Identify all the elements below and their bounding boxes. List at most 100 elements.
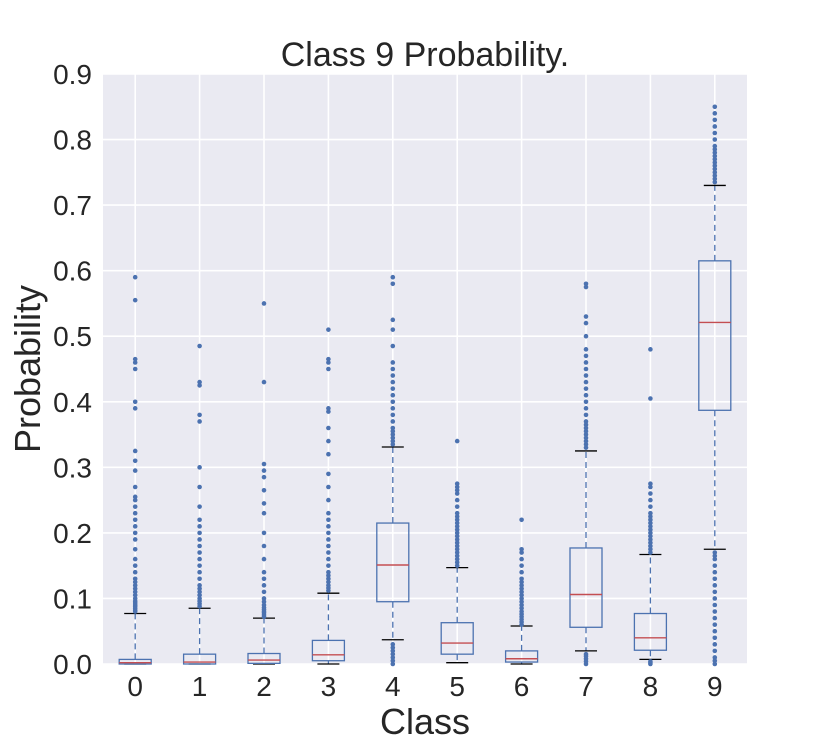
outlier-point <box>583 435 589 441</box>
outlier-point <box>132 546 138 552</box>
outlier-point <box>326 569 331 575</box>
outlier-point <box>648 524 653 529</box>
x-tick-label: 3 <box>321 671 337 702</box>
outlier-point <box>519 589 524 595</box>
outlier-point <box>454 514 460 519</box>
outlier-point <box>519 579 524 585</box>
outlier-point <box>712 179 718 185</box>
outlier-point <box>712 176 718 182</box>
outlier-point <box>390 428 396 434</box>
outlier-point <box>712 156 718 162</box>
outlier-point <box>583 360 589 365</box>
outlier-point <box>712 130 718 136</box>
outlier-point <box>261 379 267 385</box>
y-tick-label: 0.6 <box>53 256 92 287</box>
outlier-point <box>648 530 653 536</box>
outlier-point <box>648 491 653 496</box>
outlier-point <box>648 546 653 552</box>
outlier-point <box>583 320 589 326</box>
outlier-point <box>712 635 718 641</box>
outlier-point <box>648 484 653 490</box>
outlier-point <box>132 596 138 601</box>
outlier-point <box>197 583 202 588</box>
outlier-point <box>712 137 718 142</box>
outlier-point <box>197 484 202 490</box>
outlier-point <box>261 487 267 493</box>
box-group <box>182 343 217 665</box>
outlier-point <box>197 517 202 523</box>
y-tick-labels: 0.0 0.1 0.2 0.3 0.4 0.5 0.6 0.7 0.8 0.9 <box>53 59 92 680</box>
outlier-point <box>326 556 331 562</box>
outlier-point <box>326 524 331 529</box>
outlier-point <box>132 297 138 303</box>
outlier-point <box>197 569 202 575</box>
outlier-point <box>326 484 331 490</box>
outlier-point <box>261 461 267 467</box>
outlier-point <box>390 435 396 441</box>
y-axis-label: Probability <box>7 285 48 453</box>
outlier-point <box>197 504 202 509</box>
outlier-point <box>132 524 138 529</box>
outlier-point <box>648 481 653 487</box>
iqr-box <box>118 658 152 665</box>
iqr-box <box>440 622 474 655</box>
outlier-point <box>519 576 524 582</box>
outlier-point <box>583 347 589 352</box>
outlier-point <box>326 406 331 411</box>
outlier-point <box>454 543 460 549</box>
outlier-point <box>583 428 589 434</box>
outlier-point <box>132 360 138 365</box>
outlier-point <box>132 592 138 598</box>
outlier-point <box>583 333 589 339</box>
outlier-point <box>648 396 653 401</box>
iqr-box <box>504 650 539 663</box>
outlier-point <box>390 658 396 664</box>
outlier-point <box>454 484 460 490</box>
outlier-point <box>454 497 460 503</box>
outlier-point <box>197 343 202 349</box>
outlier-point <box>390 419 396 424</box>
outlier-point <box>583 419 589 424</box>
outlier-point <box>132 569 138 575</box>
x-tick-label: 5 <box>449 671 465 702</box>
outlier-point <box>390 661 396 667</box>
outlier-point <box>132 448 138 454</box>
outlier-point <box>132 366 138 372</box>
x-tick-label: 9 <box>707 671 723 702</box>
outlier-point <box>519 586 524 591</box>
iqr-box <box>633 612 668 651</box>
outlier-point <box>583 366 589 372</box>
outlier-point <box>261 301 267 306</box>
outlier-point <box>326 517 331 523</box>
outlier-point <box>712 589 718 595</box>
outlier-point <box>583 412 589 418</box>
outlier-point <box>326 579 331 585</box>
outlier-point <box>454 560 460 565</box>
outlier-point <box>519 517 524 523</box>
outlier-point <box>583 314 589 319</box>
outlier-point <box>583 353 589 359</box>
outlier-point <box>197 524 202 529</box>
outlier-point <box>261 589 267 595</box>
outlier-point <box>519 550 524 555</box>
outlier-point <box>712 596 718 601</box>
outlier-point <box>583 284 589 290</box>
outlier-point <box>197 556 202 562</box>
outlier-point <box>519 569 524 575</box>
outlier-point <box>132 586 138 591</box>
plot-area <box>103 74 747 664</box>
box-group <box>247 301 281 665</box>
outlier-point <box>712 143 718 149</box>
y-tick-label: 0.9 <box>53 59 92 90</box>
outlier-point <box>132 458 138 464</box>
outlier-point <box>583 422 589 428</box>
y-tick-label: 0.7 <box>53 190 92 221</box>
outlier-point <box>712 150 718 155</box>
outlier-point <box>197 592 202 598</box>
outlier-point <box>454 556 460 562</box>
box-group <box>376 274 410 667</box>
iqr-box <box>247 652 281 664</box>
outlier-point <box>390 317 396 323</box>
outlier-point <box>197 530 202 536</box>
